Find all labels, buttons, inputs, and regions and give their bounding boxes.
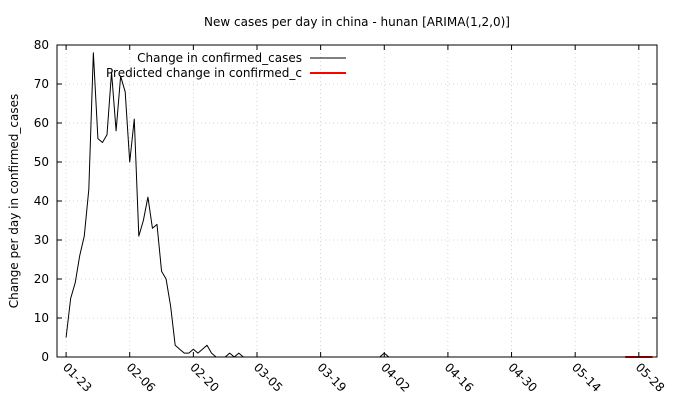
grid	[57, 45, 657, 357]
x-tick-label: 05-14	[569, 360, 604, 395]
ticks: 0 10 20 30 40 50 60 70 80 01-23 02-06 02-20 03-05 03-…	[34, 38, 668, 395]
y-tick-label: 70	[34, 77, 49, 91]
y-tick-label: 10	[34, 311, 49, 325]
x-tick-label: 04-02	[378, 360, 413, 395]
y-tick-label: 20	[34, 272, 49, 286]
y-axis-label: Change per day in confirmed_cases	[7, 94, 21, 309]
y-tick-label: 80	[34, 38, 49, 52]
x-tick-label: 03-05	[251, 360, 286, 395]
x-tick-label: 04-30	[505, 360, 540, 395]
series-line-confirmed	[65, 52, 653, 358]
y-tick-label: 0	[41, 350, 49, 364]
x-tick-label: 02-20	[187, 360, 222, 395]
x-tick-label: 05-28	[633, 360, 668, 395]
y-tick-label: 50	[34, 155, 49, 169]
x-tick-label: 02-06	[124, 360, 159, 395]
x-tick-label: 04-16	[442, 360, 477, 395]
y-tick-label: 60	[34, 116, 49, 130]
y-tick-label: 40	[34, 194, 49, 208]
legend-label: Change in confirmed_cases	[137, 51, 302, 65]
x-tick-label: 01-23	[60, 360, 95, 395]
series-layer	[65, 52, 653, 358]
x-tick-label: 03-19	[315, 360, 350, 395]
y-tick-label: 30	[34, 233, 49, 247]
chart-title: New cases per day in china - hunan [ARIM…	[204, 15, 510, 29]
legend-label: Predicted change in confirmed_c	[106, 66, 302, 80]
